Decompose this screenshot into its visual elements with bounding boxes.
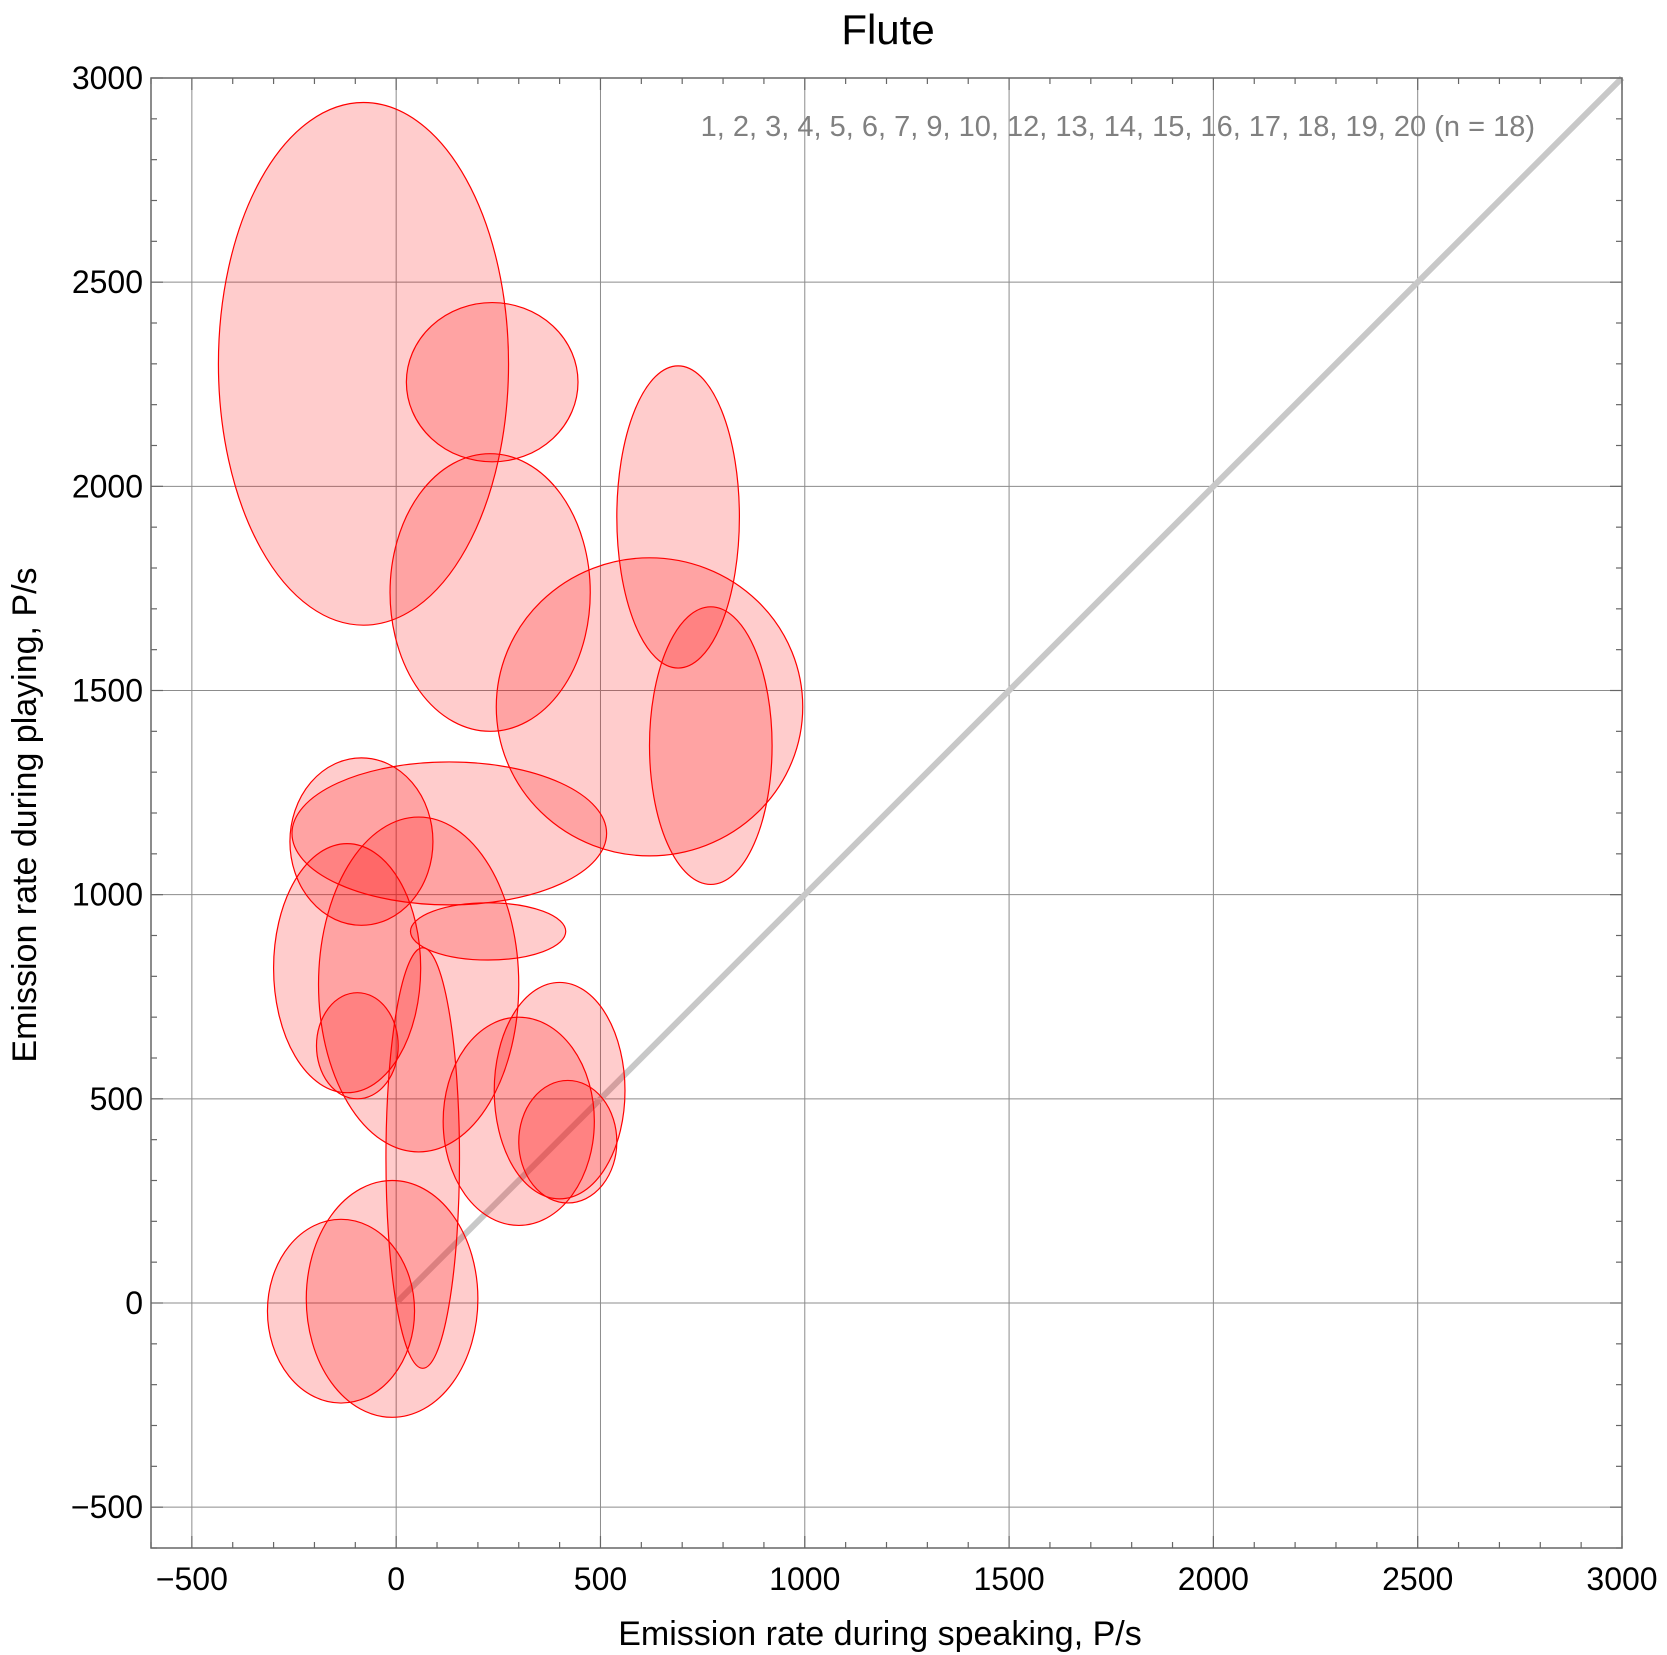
y-tick-label: 500 [90,1081,143,1117]
axis-ticks [150,77,1623,1549]
confidence-ellipse [493,981,626,1200]
y-tick-label: 1000 [72,877,143,913]
confidence-ellipse [266,1218,416,1404]
x-tick-label: 1000 [769,1561,840,1597]
x-tick-label: 500 [574,1561,627,1597]
x-tick-label: 1500 [973,1561,1044,1597]
confidence-ellipse [442,1016,595,1227]
y-axis-label: Emission rate during playing, P/s [6,567,44,1062]
x-tick-label: 3000 [1586,1561,1657,1597]
y-tick-label: 1500 [72,673,143,709]
ellipse-series [217,101,804,1418]
x-axis-label: Emission rate during speaking, P/s [618,1615,1141,1653]
confidence-ellipse [409,902,567,961]
confidence-ellipse [291,761,608,906]
x-tick-label: 0 [387,1561,405,1597]
confidence-ellipse [315,992,399,1100]
confidence-ellipse [405,301,579,463]
confidence-ellipse [289,757,434,926]
confidence-ellipse [518,1079,618,1204]
confidence-ellipse [495,557,804,857]
confidence-ellipse [305,1179,479,1418]
y-tick-label: 0 [125,1285,143,1321]
y-tick-label: −500 [71,1489,143,1525]
reference-diagonal-line [394,75,1625,1306]
confidence-ellipse [648,606,773,886]
grid-lines [151,77,1623,1548]
y-tick-label: 2000 [72,468,143,504]
confidence-ellipse [616,365,740,669]
y-tick-label: 2500 [72,264,143,300]
x-tick-label: −500 [156,1561,228,1597]
x-tick-label: 2000 [1178,1561,1249,1597]
confidence-ellipse [272,843,422,1094]
confidence-ellipse [217,101,510,626]
chart-title: Flute [841,6,934,53]
plot-frame [150,77,1623,1549]
confidence-ellipse [389,453,591,732]
participant-annotation: 1, 2, 3, 4, 5, 6, 7, 9, 10, 12, 13, 14, … [701,111,1535,143]
confidence-ellipse [317,816,520,1153]
x-tick-label: 2500 [1382,1561,1453,1597]
tick-labels: −500 0 500 1000 1500 2000 2500 3000 −500 0 500 1000… [71,60,1658,1597]
y-tick-label: 3000 [72,60,143,96]
